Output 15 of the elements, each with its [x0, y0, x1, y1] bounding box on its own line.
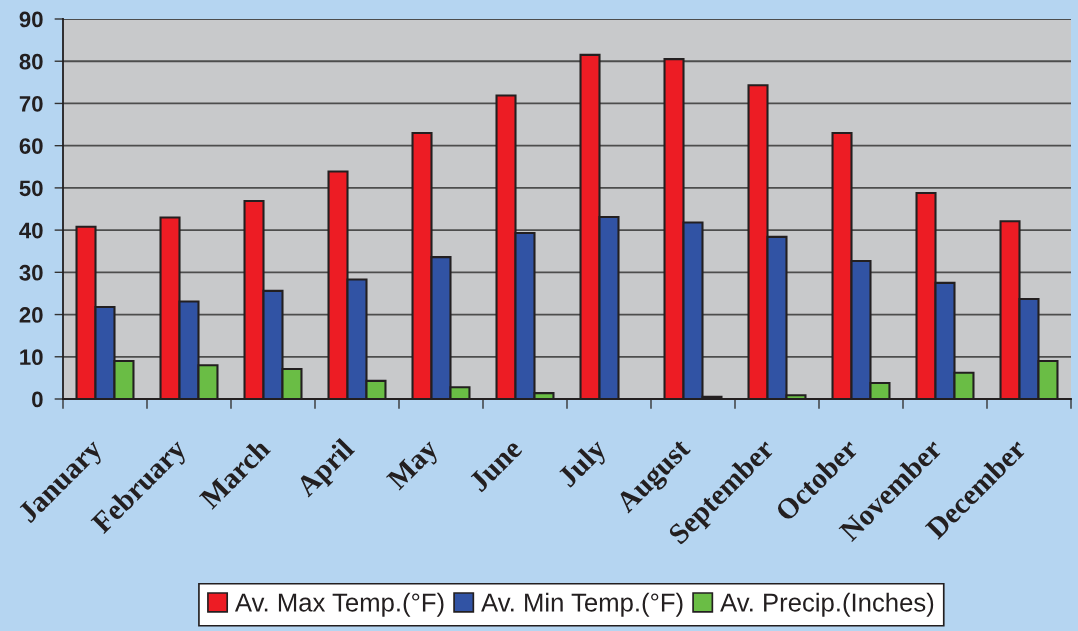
- y-tick-label: 0: [32, 391, 43, 408]
- y-tick-label: 10: [20, 349, 43, 366]
- y-tick-label: 50: [19, 180, 43, 197]
- y-tick-label: 90: [19, 11, 43, 28]
- y-tick-label: 70: [19, 95, 43, 112]
- legend-label: Av. Min Temp.(°F): [481, 592, 683, 617]
- y-tick-label: 20: [19, 307, 43, 323]
- y-tick-label: 80: [19, 53, 43, 70]
- legend-label: Av. Max Temp.(°F): [234, 592, 444, 617]
- x-tick-label: June: [468, 437, 524, 493]
- y-tick-label: 30: [19, 264, 43, 281]
- x-tick-label: July: [556, 436, 612, 493]
- y-tick-label: 40: [19, 222, 43, 239]
- y-tick-label: 60: [19, 138, 43, 154]
- legend-label: Av. Precip.(Inches): [720, 592, 934, 617]
